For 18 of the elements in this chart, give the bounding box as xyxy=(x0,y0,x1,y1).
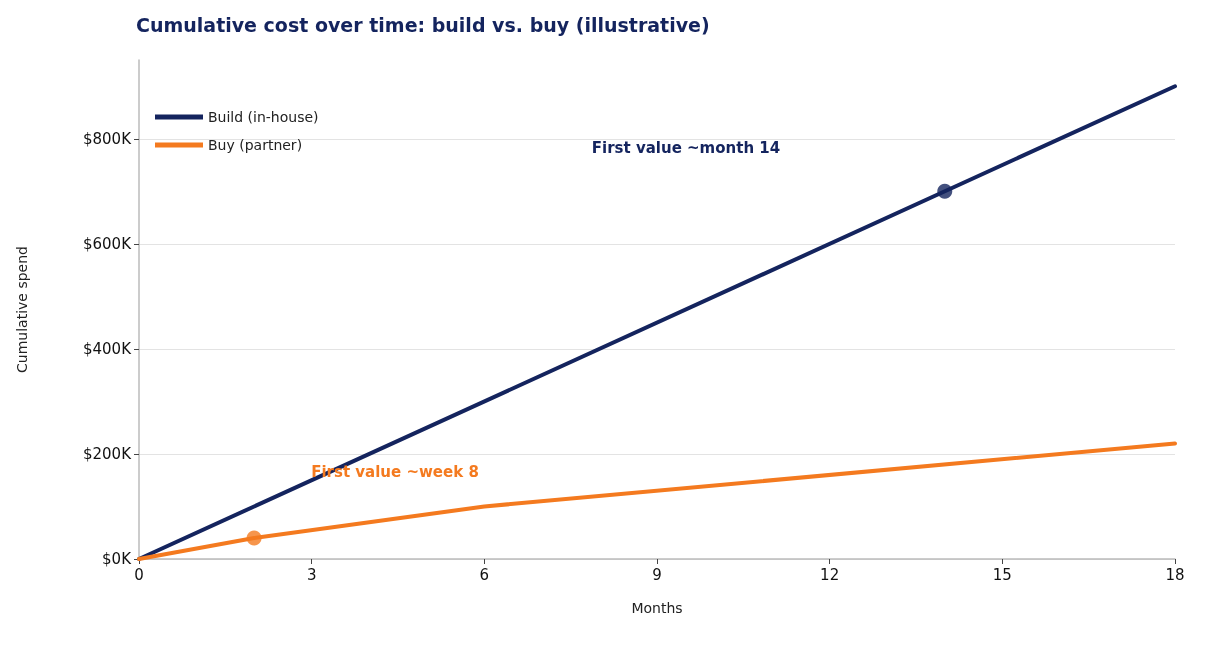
y-tick-label: $200K xyxy=(82,444,133,463)
x-tick-label: 15 xyxy=(992,565,1012,584)
x-tick-label: 0 xyxy=(134,565,144,584)
y-tick-label: $800K xyxy=(82,129,133,148)
x-tick-label: 9 xyxy=(652,565,662,584)
y-tick-label: $600K xyxy=(82,234,133,253)
y-tick-label: $0K xyxy=(102,550,133,568)
annotation: First value ~month 14 xyxy=(591,139,781,157)
y-tick-label: $400K xyxy=(82,339,133,358)
x-tick-label: 12 xyxy=(820,565,840,584)
x-tick-label: 3 xyxy=(306,565,317,584)
legend-label: Buy (partner) xyxy=(208,137,303,153)
legend-label: Build (in-house) xyxy=(208,109,319,125)
x-tick-label: 6 xyxy=(479,565,490,584)
x-axis-title: Months xyxy=(631,600,683,616)
y-axis-title: Cumulative spend xyxy=(14,246,30,373)
x-tick-label: 18 xyxy=(1165,565,1185,584)
chart-title: Cumulative cost over time: build vs. buy (illustrative) xyxy=(136,13,710,36)
